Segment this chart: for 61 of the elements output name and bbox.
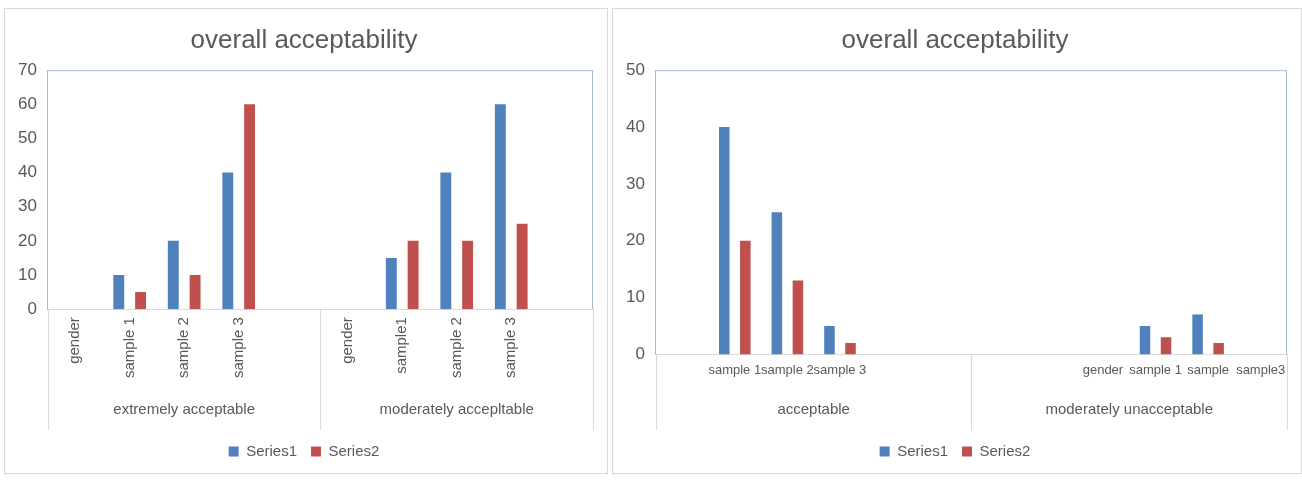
x-tick-label: gender <box>65 317 83 364</box>
bar <box>222 172 234 310</box>
bar <box>135 292 147 310</box>
bar <box>113 275 125 310</box>
bar <box>244 104 256 310</box>
text: moderately unacceptable <box>1045 400 1214 418</box>
bar <box>167 240 179 310</box>
bar <box>740 240 751 355</box>
y-tick-label: 60 <box>17 94 37 114</box>
legend-label: Series1 <box>897 441 948 459</box>
bar <box>407 240 419 310</box>
y-tick-label: 40 <box>17 162 37 182</box>
bar <box>462 240 474 310</box>
x-tick-label: sample 2 <box>761 361 814 377</box>
x-tick-label: gender <box>337 317 355 364</box>
x-tick-label: sample 3 <box>501 317 519 379</box>
y-tick-label: 50 <box>625 59 645 79</box>
bar <box>189 275 201 310</box>
chart-title: overall acceptability <box>841 23 1069 54</box>
text: moderately accepltable <box>379 400 534 418</box>
y-tick-label: 50 <box>17 128 37 148</box>
y-tick-label: 0 <box>27 298 37 318</box>
text: acceptable <box>777 400 850 418</box>
y-tick-label: 40 <box>625 116 645 136</box>
x-tick-label: sample 3 <box>228 317 246 379</box>
bar <box>440 172 452 310</box>
y-tick-label: 10 <box>17 264 37 284</box>
x-tick-label: sample 2 <box>446 317 464 379</box>
x-tick-label: gender <box>1082 361 1124 377</box>
bar <box>385 257 397 310</box>
bar <box>1213 343 1224 355</box>
bar <box>719 127 730 355</box>
x-tick-label: sample3 <box>1236 361 1286 377</box>
bar <box>792 280 804 355</box>
bar <box>1139 325 1151 355</box>
legend-label: Series1 <box>246 441 297 459</box>
x-tick-label: sample 3 <box>813 361 867 377</box>
y-tick-label: 20 <box>625 230 645 250</box>
legend-label: Series2 <box>328 441 380 459</box>
x-tick-label: sample 1 <box>119 317 137 379</box>
y-tick-label: 70 <box>17 59 37 79</box>
bar <box>1160 337 1172 355</box>
y-tick-label: 30 <box>17 196 37 216</box>
chart-title: overall acceptability <box>190 23 418 54</box>
x-tick-label: sample <box>1187 361 1230 377</box>
y-tick-label: 0 <box>635 344 645 364</box>
x-tick-label: sample 1 <box>708 361 762 377</box>
bar <box>771 212 783 355</box>
x-tick-label: sample1 <box>392 317 410 374</box>
x-tick-label: sample 2 <box>174 317 192 379</box>
bar <box>824 325 835 355</box>
bar <box>516 223 528 310</box>
bar <box>845 343 856 355</box>
bar <box>1192 314 1203 355</box>
y-tick-label: 30 <box>625 173 645 193</box>
y-tick-label: 10 <box>625 287 645 307</box>
bar <box>494 104 506 310</box>
y-tick-label: 20 <box>17 230 37 250</box>
text: extremely acceptable <box>113 400 256 418</box>
legend-label: Series2 <box>979 441 1031 459</box>
x-tick-label: sample 1 <box>1129 361 1182 377</box>
